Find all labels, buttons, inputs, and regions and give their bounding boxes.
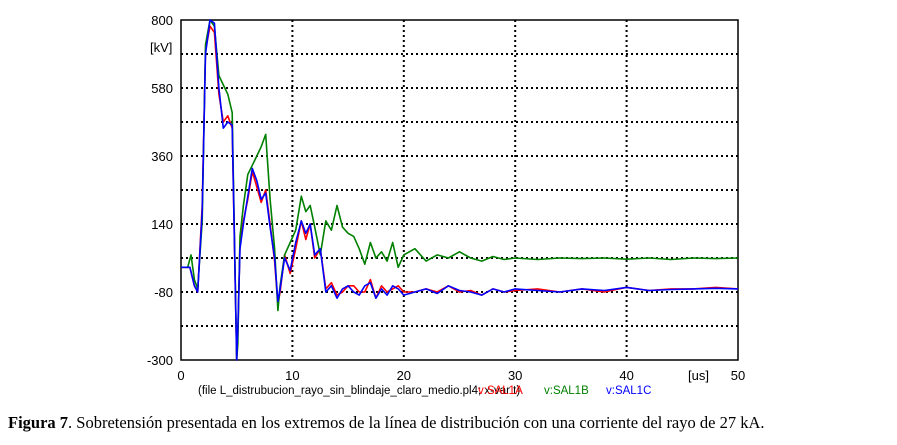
caption-text: . Sobretensión presentada en los extremo…: [68, 413, 765, 432]
x-tick-label: 50: [731, 368, 745, 383]
y-tick-label: -80: [154, 285, 173, 300]
x-tick-label: 20: [397, 368, 411, 383]
y-tick-label: 800: [151, 13, 173, 28]
x-tick-label: 40: [619, 368, 633, 383]
figure-caption: Figura 7. Sobretensión presentada en los…: [8, 413, 893, 433]
series-line-vsal1b: [181, 19, 739, 361]
plot-frame: [180, 19, 739, 361]
legend-entry: v:SAL1B: [544, 385, 589, 397]
legend: v:SAL1A v:SAL1B v:SAL1C: [478, 385, 651, 397]
x-tick-labels: 0 10 20 30 40 50: [177, 368, 745, 383]
legend-entry: v:SAL1C: [606, 385, 651, 397]
x-tick-label: 30: [508, 368, 522, 383]
series-line-vsal1c: [181, 19, 739, 361]
y-tick-label: -300: [147, 353, 173, 368]
y-axis-label: [kV]: [150, 40, 172, 55]
x-tick-label: 10: [285, 368, 299, 383]
chart: -300 -80 140 360 580 800 0 10 20 30 40 50 [kV] [us…: [147, 13, 745, 397]
file-label: (file L_distrubucion_rayo_sin_blindaje_c…: [198, 385, 520, 397]
x-tick-label: 0: [177, 368, 184, 383]
caption-label: Figura 7: [8, 413, 69, 432]
y-tick-label: 580: [151, 81, 173, 96]
grid-lines: [181, 20, 738, 360]
x-axis-unit: [us]: [688, 368, 709, 383]
series-lines: [181, 19, 739, 361]
y-tick-label: 360: [151, 149, 173, 164]
series-line-vsal1a: [181, 25, 739, 361]
legend-entry: v:SAL1A: [478, 385, 523, 397]
y-tick-label: 140: [151, 217, 173, 232]
y-tick-labels: -300 -80 140 360 580 800: [147, 13, 173, 368]
